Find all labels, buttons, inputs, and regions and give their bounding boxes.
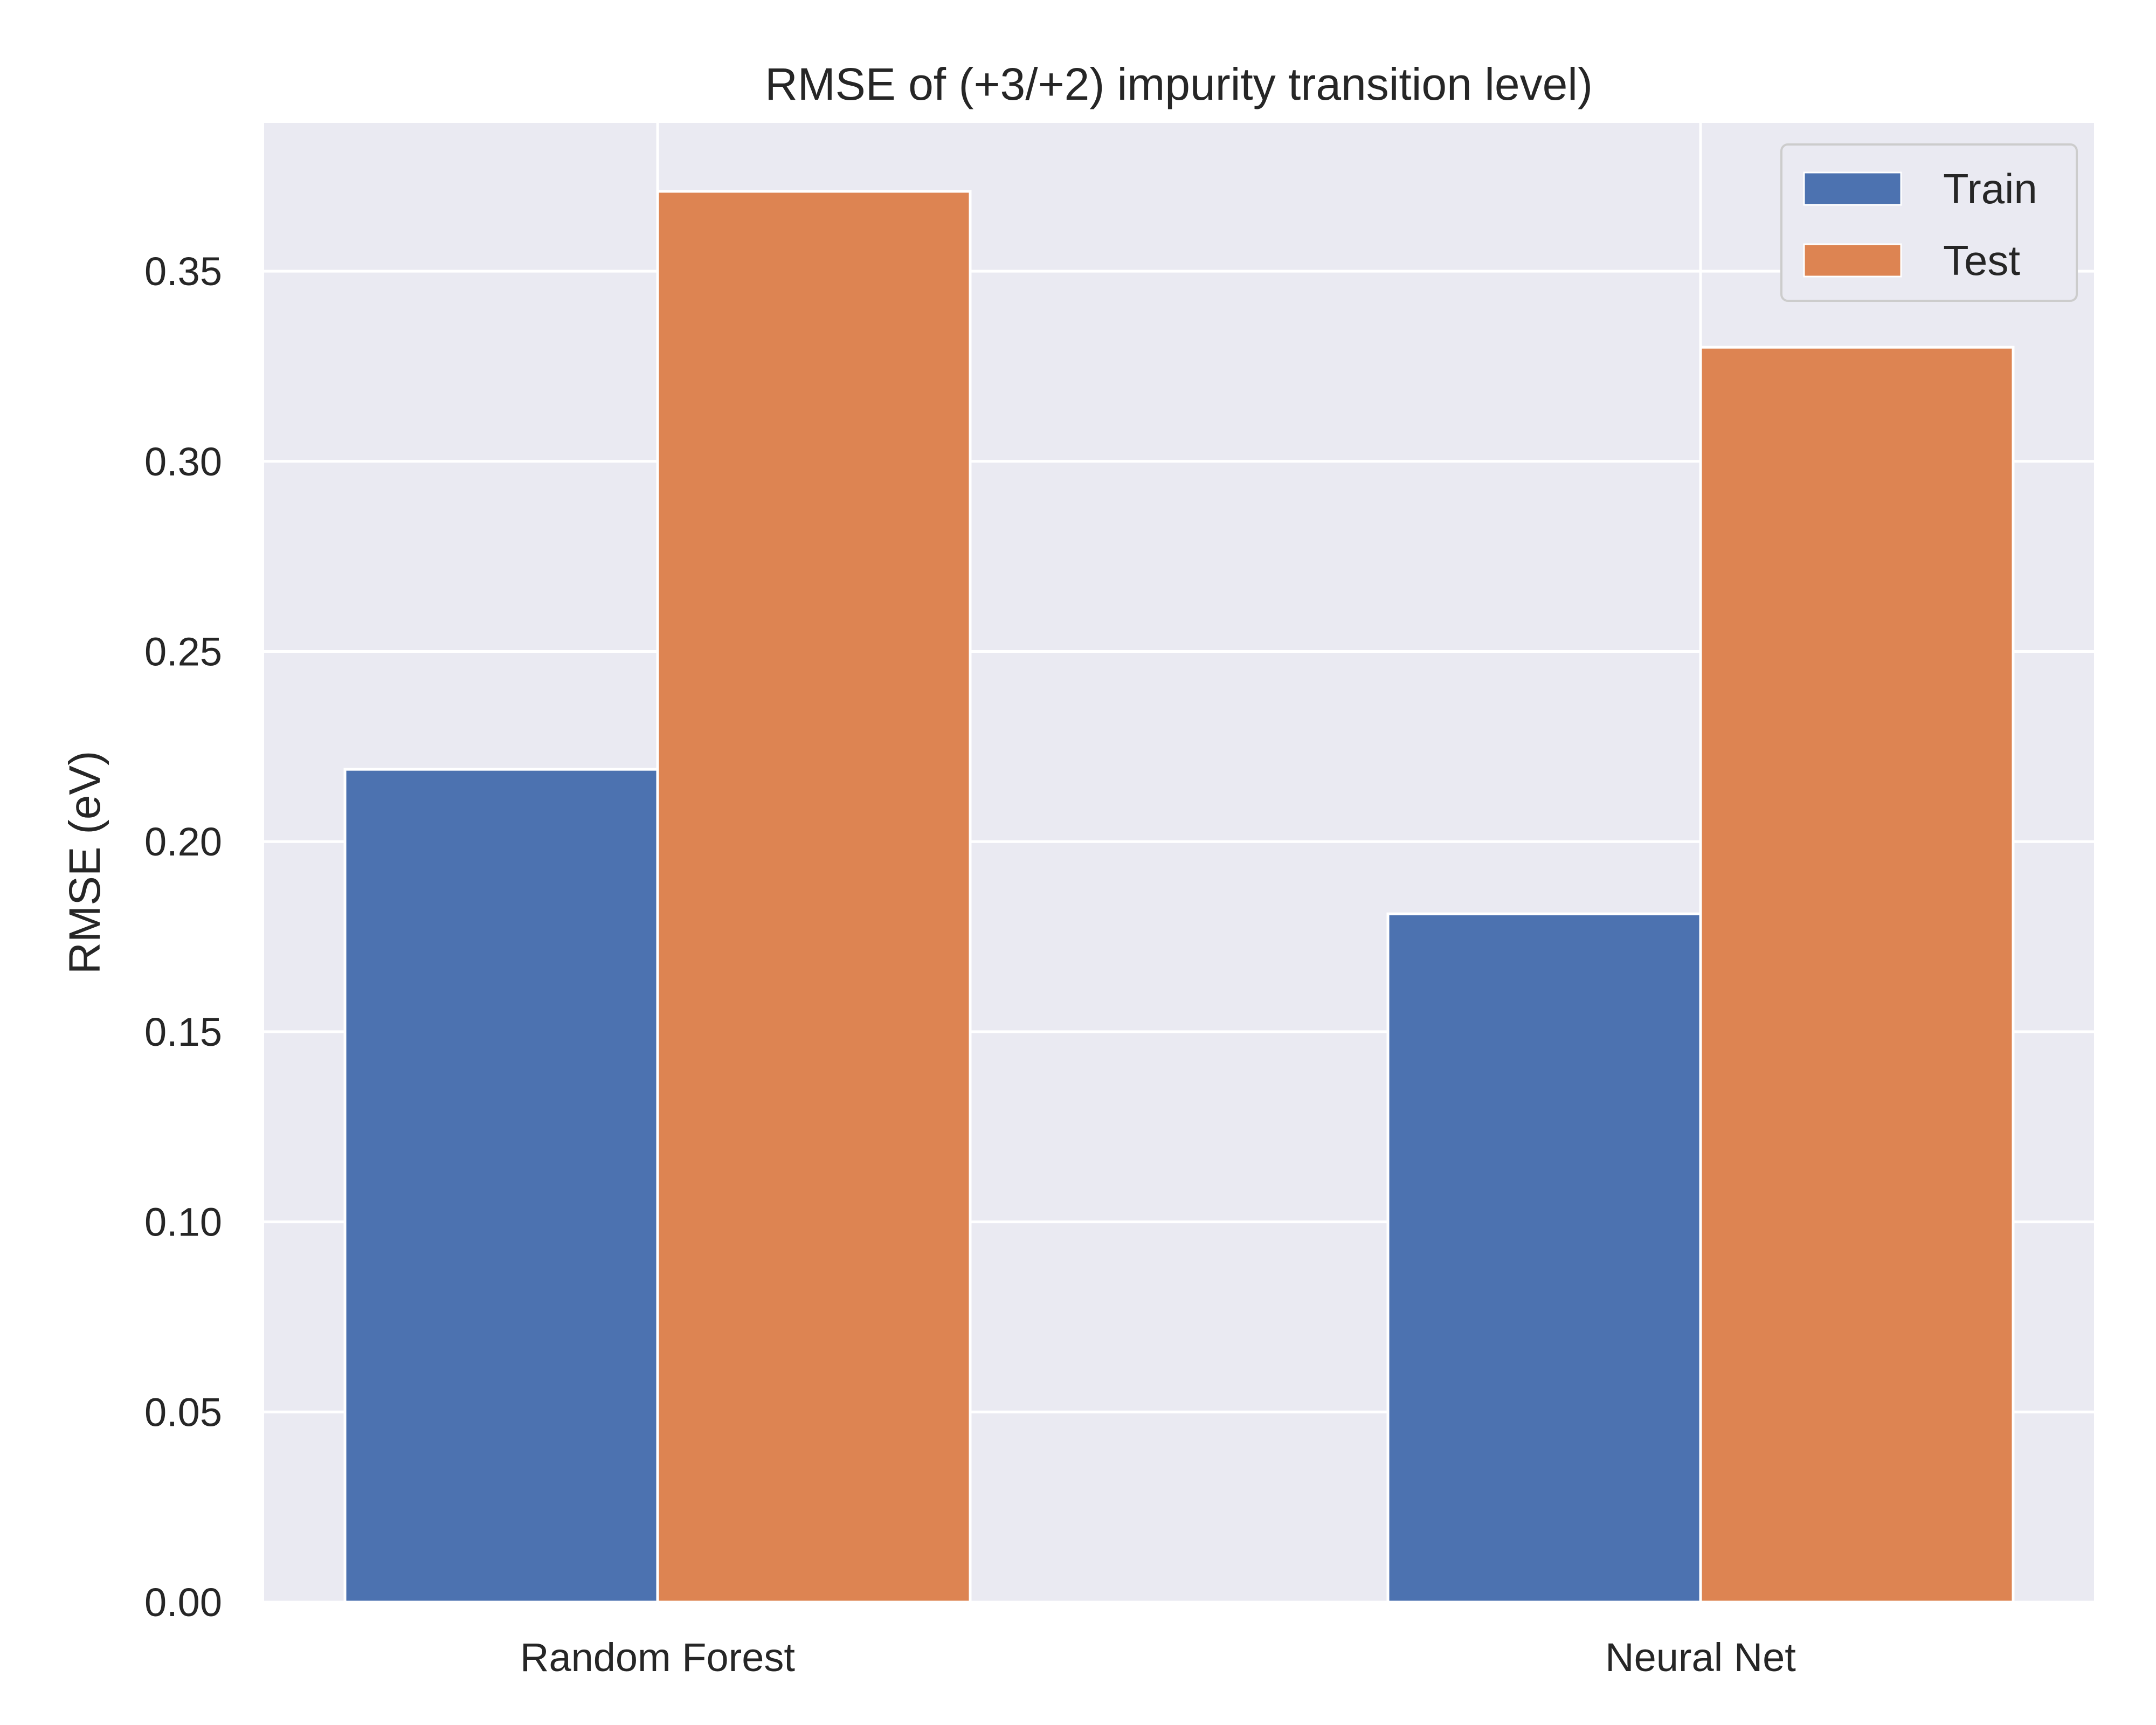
- bar-test-random-forest: [656, 190, 972, 1604]
- bar-test-neural-net: [1699, 346, 2015, 1604]
- y-tick-label: 0.20: [144, 819, 222, 864]
- y-tick-label: 0.00: [144, 1580, 222, 1625]
- y-tick-labels: 0.00 0.05 0.10 0.15 0.20 0.25 0.30 0.35: [144, 249, 222, 1625]
- legend-label-test: Test: [1943, 237, 2020, 284]
- y-tick-label: 0.25: [144, 630, 222, 674]
- legend: Train Test: [1780, 143, 2078, 302]
- y-tick-label: 0.10: [144, 1200, 222, 1245]
- bar-train-neural-net: [1386, 912, 1702, 1604]
- legend-swatch-train: [1803, 171, 1902, 206]
- legend-swatch-test: [1803, 243, 1902, 278]
- x-tick-label: Random Forest: [520, 1635, 795, 1680]
- y-tick-label: 0.05: [144, 1390, 222, 1434]
- y-axis-label: RMSE (eV): [60, 751, 109, 975]
- y-tick-label: 0.30: [144, 439, 222, 484]
- legend-label-train: Train: [1943, 165, 2037, 212]
- x-tick-labels: Random Forest Neural Net: [520, 1635, 1796, 1680]
- chart-title: RMSE of (+3/+2) impurity transition leve…: [765, 59, 1593, 109]
- bar-train-random-forest: [343, 768, 659, 1604]
- x-tick-label: Neural Net: [1605, 1635, 1796, 1680]
- y-tick-label: 0.35: [144, 249, 222, 294]
- bars: [343, 190, 2015, 1604]
- y-tick-label: 0.15: [144, 1010, 222, 1054]
